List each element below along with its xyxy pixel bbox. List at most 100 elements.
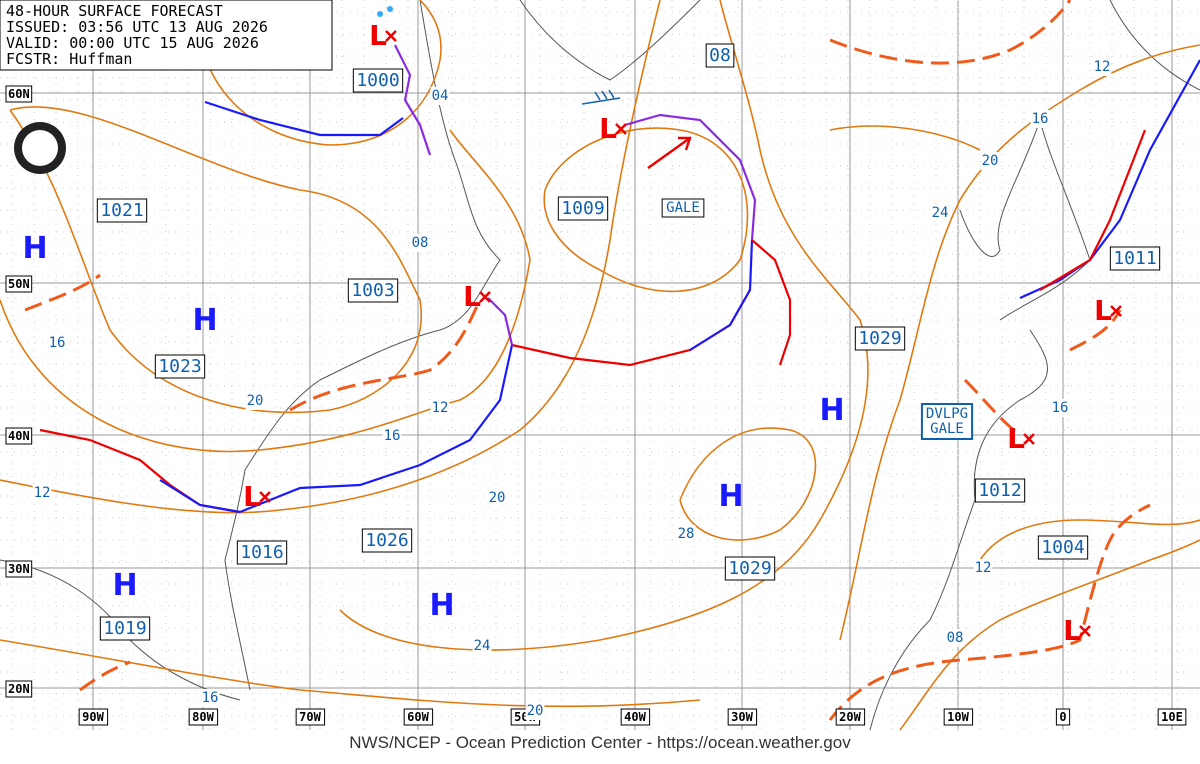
label-box [661,198,705,218]
label-box [920,403,974,440]
isobar-label: 08 [947,630,964,646]
label-box [974,478,1026,503]
isobar-label: 12 [34,485,51,501]
low-center: L [1007,422,1025,455]
coastlines [0,0,1200,731]
label-box [5,427,33,445]
isobar-label: 20 [489,490,506,506]
low-x [1110,305,1122,317]
label-box [200,689,220,707]
lat-label: 60N [8,87,30,101]
label-box [980,152,1000,170]
label-box [99,616,151,641]
pressure-value: 1029 [858,328,901,349]
pressure-value: 1029 [728,558,771,579]
high-center: H [718,479,743,514]
low-x [1079,625,1091,637]
isobar-label: 12 [1094,59,1111,75]
pressure-value: 08 [709,45,731,66]
label-box [382,427,402,445]
isobar-label: 12 [975,560,992,576]
label-box [154,354,206,379]
label-box [403,708,434,726]
label-box [943,708,974,726]
label-box [472,637,492,655]
label-box [854,326,906,351]
label-box [410,234,430,252]
high-center: H [22,231,47,266]
warning-word: DVLPG [926,406,968,422]
label-box [430,399,450,417]
lon-label: 10E [1161,710,1183,724]
label-box [724,556,776,581]
lat-label: 50N [8,277,30,291]
pressure-value: 1023 [158,356,201,377]
pressure-value: 1019 [103,618,146,639]
low-center: L [1094,294,1112,327]
isobar-label: 24 [474,638,491,654]
pressure-value: 1026 [365,530,408,551]
label-box [236,540,288,565]
label-box [557,196,609,221]
ice-symbol [377,11,383,17]
lon-label: 80W [192,710,214,724]
isobar-label: 16 [202,690,219,706]
lon-label: 0 [1059,710,1066,724]
low-x [479,291,491,303]
label-box [245,392,265,410]
label-box [295,708,326,726]
isobar-label: 08 [412,235,429,251]
high-center: H [112,568,137,603]
label-box [1157,708,1187,726]
label-box [188,708,219,726]
low-x [385,30,397,42]
label-box [5,85,33,103]
gale-warning: GALE [666,200,700,216]
lon-label: 70W [299,710,321,724]
lon-label: 40W [624,710,646,724]
pressure-value: 1009 [561,198,604,219]
isobar-label: 16 [1032,111,1049,127]
wind-barb [581,89,621,105]
high-center: H [192,303,217,338]
label-box [96,198,148,223]
isobar-label: 12 [432,400,449,416]
header-line: 48-HOUR SURFACE FORECAST [6,2,223,20]
label-box [1050,399,1070,417]
isobar-label: 28 [678,526,695,542]
label-box [5,560,33,578]
lon-label: 10W [947,710,969,724]
pressure-value: 1003 [351,280,394,301]
lat-label: 40N [8,429,30,443]
label-box [1037,535,1089,560]
pressure-value: 1021 [100,200,143,221]
label-box [525,702,545,720]
lon-label: 20W [839,710,861,724]
isobar-label: 16 [49,335,66,351]
label-box [727,708,758,726]
label-box [835,708,866,726]
ice-symbol [387,6,393,12]
isobar-label: 20 [982,153,999,169]
label-box [973,559,993,577]
label-box [487,489,507,507]
fronts [24,0,1200,721]
lat-label: 20N [8,682,30,696]
label-box [676,525,696,543]
label-box [361,528,413,553]
pressure-value: 1011 [1113,248,1156,269]
header-line: ISSUED: 03:56 UTC 13 AUG 2026 [6,18,268,36]
label-box [5,680,33,698]
header-line: FCSTR: Huffman [6,50,132,68]
label-box [1030,110,1050,128]
isobar-label: 04 [432,88,449,104]
low-center: L [369,19,387,52]
low-x [259,491,271,503]
label-box [47,334,67,352]
noaa-logo-inner [22,130,58,166]
label-box [945,629,965,647]
label-box [347,278,399,303]
isobars [0,0,1200,731]
lat-label: 30N [8,562,30,576]
